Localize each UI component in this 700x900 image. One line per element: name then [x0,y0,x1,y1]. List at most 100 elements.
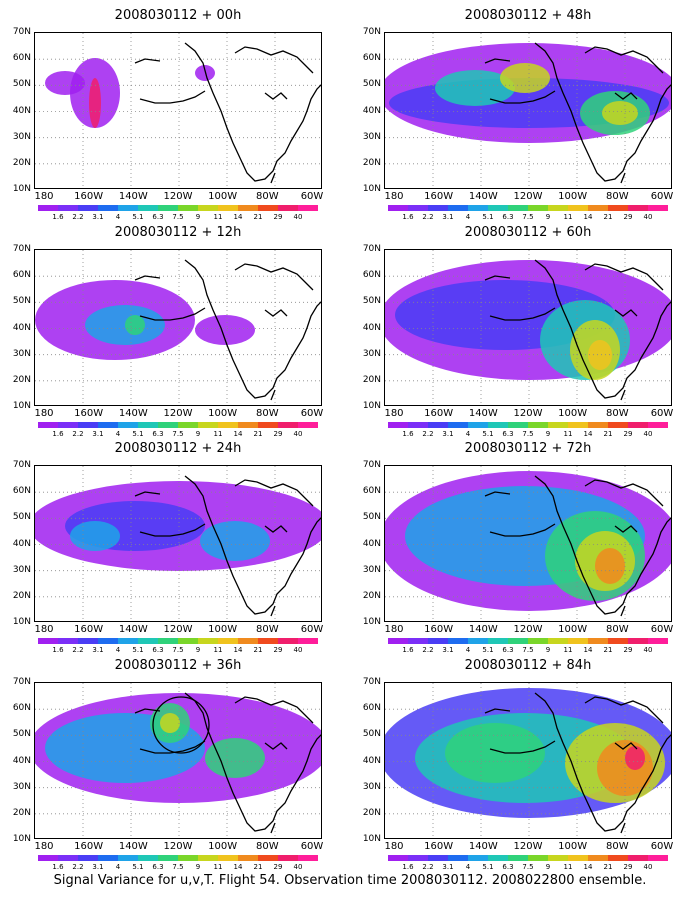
colorbar-label: 29 [623,430,633,438]
colorbar-swatch [428,855,448,861]
colorbar-swatch [628,205,648,211]
colorbar-swatch [258,855,278,861]
forecast-map [34,465,322,622]
colorbar-label: 14 [233,213,243,221]
latitude-label: 70N [12,27,31,37]
colorbar-label: 21 [253,863,263,871]
colorbar-swatch [278,205,298,211]
longitude-label: 80W [256,841,279,852]
colorbar-swatch [78,638,98,644]
colorbar-label: 2.2 [72,646,84,654]
colorbar [38,638,318,644]
colorbar-swatch [508,422,528,428]
latitude-label: 10N [362,617,381,627]
longitude-label: 120W [163,408,193,419]
colorbar [388,422,668,428]
colorbar-label: 7.5 [522,213,534,221]
latitude-label: 70N [362,460,381,470]
colorbar-label: 4 [465,646,471,654]
forecast-map [34,32,322,189]
colorbar [38,205,318,211]
latitude-label: 70N [12,677,31,687]
colorbar-swatch [628,855,648,861]
latitude-label: 40N [12,755,31,766]
colorbar-label: 21 [253,430,263,438]
colorbar-label: 4 [115,430,121,438]
latitude-label: 50N [12,512,31,523]
colorbar-swatch [218,205,238,211]
colorbar-swatch [428,638,448,644]
colorbar-swatch [548,205,568,211]
colorbar-swatch [648,422,668,428]
colorbar-swatch [588,638,608,644]
longitude-label: 100W [558,624,588,635]
colorbar-label: 3.1 [92,863,104,871]
colorbar-label: 14 [583,430,593,438]
colorbar-swatch [568,638,588,644]
longitude-label: 100W [208,624,238,635]
colorbar-swatch [198,855,218,861]
latitude-label: 40N [362,105,381,116]
colorbar-label: 9 [545,646,551,654]
colorbar-swatch [528,205,548,211]
longitude-label: 120W [163,624,193,635]
colorbar-label: 14 [583,863,593,871]
longitude-label: 120W [163,841,193,852]
latitude-label: 40N [362,755,381,766]
colorbar-label: 21 [603,213,613,221]
latitude-label: 50N [12,296,31,307]
colorbar-label: 2.2 [422,646,434,654]
colorbar-label: 7.5 [172,646,184,654]
colorbar-label: 40 [643,430,653,438]
colorbar-swatch [258,422,278,428]
latitude-label: 20N [12,807,31,818]
figure-caption: Signal Variance for u,v,T. Flight 54. Ob… [53,873,647,888]
forecast-map [384,465,672,622]
colorbar-label: 1.6 [402,430,414,438]
colorbar-swatch [648,855,668,861]
colorbar-swatch [568,855,588,861]
colorbar-swatch [38,422,58,428]
colorbar-swatch [428,205,448,211]
colorbar-swatch [78,855,98,861]
latitude-label: 30N [12,781,31,792]
longitude-label: 120W [513,624,543,635]
colorbar-label: 40 [643,646,653,654]
latitude-label: 30N [12,564,31,575]
latitude-label: 10N [12,617,31,627]
longitude-label: 80W [606,841,629,852]
colorbar-label: 14 [583,213,593,221]
longitude-label: 180 [34,841,54,852]
panel-title: 2008030112 + 12h [114,225,242,240]
latitude-label: 60N [12,53,31,64]
latitude-label: 10N [12,834,31,844]
latitude-label: 30N [12,348,31,359]
colorbar-label: 4 [465,863,471,871]
longitude-label: 160W [424,408,454,419]
colorbar-label: 6.3 [502,430,514,438]
latitude-label: 20N [362,807,381,818]
longitude-label: 100W [208,408,238,419]
colorbar-swatch [178,205,198,211]
colorbar-label: 21 [253,213,263,221]
colorbar-swatch [58,422,78,428]
latitude-label: 40N [362,538,381,549]
panel-title: 2008030112 + 60h [464,225,592,240]
colorbar-label: 9 [195,430,201,438]
longitude-label: 60W [300,841,324,852]
colorbar-label: 9 [195,863,201,871]
longitude-label: 60W [300,408,324,419]
colorbar-swatch [78,422,98,428]
colorbar-label: 11 [563,213,573,221]
longitude-label: 60W [300,624,324,635]
latitude-label: 20N [12,157,31,168]
colorbar-label: 6.3 [152,213,164,221]
latitude-label: 40N [362,322,381,333]
longitude-label: 180 [384,191,404,202]
latitude-label: 70N [12,460,31,470]
colorbar-swatch [488,855,508,861]
colorbar-swatch [388,205,408,211]
panel-title: 2008030112 + 48h [464,8,592,23]
colorbar-swatch [118,638,138,644]
colorbar-label: 29 [273,646,283,654]
